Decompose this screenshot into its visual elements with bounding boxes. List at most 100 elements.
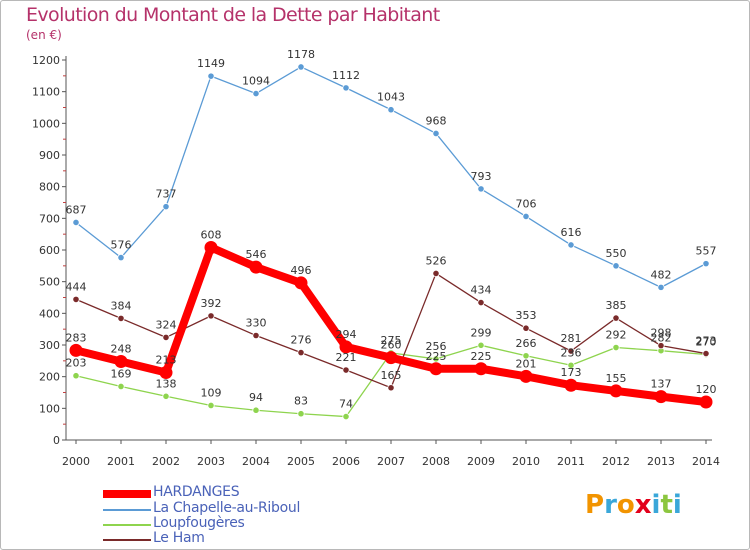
data-label: 173 <box>561 366 582 379</box>
data-label: 294 <box>336 328 357 341</box>
data-point <box>609 384 623 398</box>
data-label: 1112 <box>332 69 360 82</box>
data-label: 1149 <box>197 57 225 70</box>
proxiti-logo: Proxiti <box>585 490 682 520</box>
x-tick-label: 2004 <box>242 455 270 468</box>
data-point <box>432 129 440 138</box>
data-point <box>699 395 713 409</box>
y-tick-label: 900 <box>39 149 60 162</box>
legend-swatch <box>103 524 151 526</box>
data-label: 299 <box>471 326 492 339</box>
data-point <box>117 382 125 391</box>
logo-letter: o <box>616 490 635 520</box>
data-label: 94 <box>249 391 263 404</box>
x-tick-label: 2009 <box>467 455 495 468</box>
data-label: 138 <box>156 377 177 390</box>
data-point <box>567 347 575 355</box>
data-point <box>612 314 620 322</box>
data-label: 793 <box>471 170 492 183</box>
data-point <box>294 276 308 290</box>
y-tick-label: 500 <box>39 276 60 289</box>
data-label: 169 <box>111 367 132 380</box>
y-tick-label: 400 <box>39 307 60 320</box>
data-label: 482 <box>651 268 672 281</box>
data-point <box>384 351 398 365</box>
data-label: 201 <box>516 357 537 370</box>
legend-swatch <box>103 539 151 541</box>
data-point <box>342 366 350 374</box>
data-label: 120 <box>696 383 717 396</box>
data-point <box>342 84 350 92</box>
data-point <box>657 283 665 291</box>
data-label: 616 <box>561 226 582 239</box>
data-point <box>252 331 260 340</box>
data-point <box>477 185 485 193</box>
data-label: 281 <box>561 332 582 345</box>
data-label: 550 <box>606 247 627 260</box>
data-point <box>117 314 125 322</box>
data-point <box>612 343 620 352</box>
data-label: 236 <box>561 346 582 359</box>
data-label: 213 <box>156 354 177 367</box>
data-label: 283 <box>66 331 87 344</box>
legend-label: La Chapelle-au-Riboul <box>153 500 301 516</box>
data-point <box>522 352 530 360</box>
data-point <box>564 378 578 392</box>
x-tick-label: 2006 <box>332 455 360 468</box>
data-label: 266 <box>516 337 537 350</box>
data-point <box>297 410 305 418</box>
x-tick-label: 2000 <box>62 455 90 468</box>
data-point <box>474 362 488 376</box>
data-point <box>207 72 215 80</box>
legend-label: HARDANGES <box>153 484 240 500</box>
legend-swatch <box>103 490 151 498</box>
legend-label: Le Ham <box>153 530 205 546</box>
data-label: 203 <box>66 357 87 370</box>
data-label: 706 <box>516 197 537 210</box>
data-label: 225 <box>471 350 492 363</box>
data-point <box>72 218 80 227</box>
x-tick-label: 2011 <box>557 455 585 468</box>
data-label: 282 <box>651 332 672 345</box>
y-tick-label: 1000 <box>32 117 60 130</box>
data-label: 385 <box>606 299 627 312</box>
data-point <box>567 241 575 249</box>
data-point <box>252 406 260 414</box>
x-tick-label: 2003 <box>197 455 225 468</box>
x-tick-label: 2007 <box>377 455 405 468</box>
data-point <box>339 340 353 354</box>
y-tick-label: 200 <box>39 371 60 384</box>
data-label: 444 <box>66 280 87 293</box>
data-point <box>612 262 620 270</box>
data-label: 496 <box>291 264 312 277</box>
data-label: 137 <box>651 378 672 391</box>
data-point <box>702 260 710 268</box>
data-point <box>477 341 485 349</box>
logo-letter: i <box>651 490 661 520</box>
data-point <box>69 343 83 357</box>
data-label: 1178 <box>287 48 315 61</box>
data-label: 155 <box>606 372 627 385</box>
x-tick-label: 2001 <box>107 455 135 468</box>
legend-swatch <box>103 509 151 511</box>
data-label: 392 <box>201 297 222 310</box>
x-tick-label: 2013 <box>647 455 675 468</box>
data-point <box>432 355 440 363</box>
data-point <box>522 212 530 221</box>
chart-subtitle: (en €) <box>26 28 62 42</box>
y-tick-label: 600 <box>39 244 60 257</box>
data-label: 273 <box>696 335 717 348</box>
data-point <box>72 295 80 303</box>
data-point <box>477 298 485 307</box>
data-point <box>387 106 395 114</box>
data-label: 1094 <box>242 75 270 88</box>
data-point <box>297 63 305 71</box>
y-tick-label: 1200 <box>32 54 60 67</box>
y-tick-label: 300 <box>39 339 60 352</box>
x-tick-label: 2010 <box>512 455 540 468</box>
data-point <box>159 366 173 380</box>
data-point <box>702 349 710 358</box>
data-label: 1043 <box>377 91 405 104</box>
